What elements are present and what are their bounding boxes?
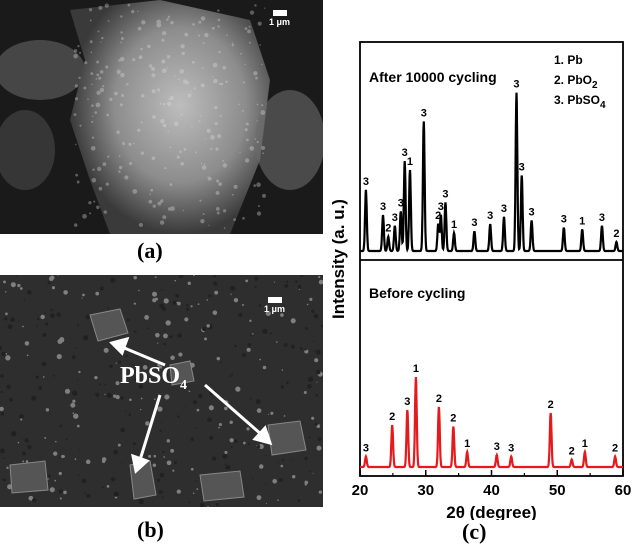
legend-entry: 2. PbO2 bbox=[554, 73, 598, 91]
panel-label-c: (c) bbox=[462, 519, 487, 544]
legend-entry: 3. PbSO4 bbox=[554, 93, 606, 111]
peak-label: 2 bbox=[436, 393, 442, 405]
peak-label: 3 bbox=[392, 212, 398, 224]
scale-bar-a: 1 μm bbox=[269, 10, 290, 27]
legend-entry: 1. Pb bbox=[554, 53, 583, 67]
sem-texture-b bbox=[0, 275, 323, 507]
peak-label: 3 bbox=[487, 210, 493, 222]
peak-label: 3 bbox=[529, 206, 535, 218]
peak-label: 2 bbox=[435, 210, 441, 222]
scale-label-a: 1 μm bbox=[269, 17, 291, 27]
y-axis-label: Intensity (a. u.) bbox=[329, 199, 348, 319]
x-tick-label: 60 bbox=[615, 482, 632, 499]
peak-label: 3 bbox=[402, 147, 408, 159]
peak-label: 3 bbox=[404, 396, 410, 408]
x-tick-label: 20 bbox=[352, 482, 369, 499]
plot-frame bbox=[359, 41, 624, 477]
peak-label: 3 bbox=[494, 441, 500, 453]
peak-label: 3 bbox=[363, 443, 369, 455]
peak-label: 3 bbox=[508, 443, 514, 455]
series-line-1 bbox=[360, 376, 623, 469]
series-line-0 bbox=[360, 92, 623, 253]
peak-label: 2 bbox=[450, 413, 456, 425]
peak-label: 2 bbox=[548, 399, 554, 411]
x-tick-label: 50 bbox=[549, 482, 566, 499]
peak-label: 3 bbox=[471, 217, 477, 229]
peak-label: 1 bbox=[451, 219, 457, 231]
peak-label: 1 bbox=[582, 438, 588, 450]
peak-label: 1 bbox=[413, 363, 419, 375]
peak-label: 1 bbox=[407, 156, 413, 168]
peak-label: 3 bbox=[501, 203, 507, 215]
xrd-chart: 20 30 40 50 60 2θ (degree) Intensity (a. u.) 1.… bbox=[329, 41, 632, 520]
crystal-shapes bbox=[9, 308, 307, 502]
peak-label: 2 bbox=[569, 446, 575, 458]
peak-label: 3 bbox=[513, 79, 519, 91]
peak-label: 1 bbox=[579, 215, 585, 227]
x-tick-label: 30 bbox=[417, 482, 434, 499]
x-tick-label: 40 bbox=[483, 482, 500, 499]
scale-bar-b: 1 μm bbox=[264, 297, 285, 314]
pbso4-annotation: PbSO4 bbox=[120, 363, 187, 394]
peak-label: 1 bbox=[464, 438, 470, 450]
peak-label: 2 bbox=[385, 223, 391, 235]
peak-label: 3 bbox=[599, 212, 605, 224]
peak-label: 3 bbox=[519, 161, 525, 173]
panel-label-b: (b) bbox=[137, 517, 164, 542]
peak-label: 2 bbox=[389, 411, 395, 423]
scale-label-b: 1 μm bbox=[264, 304, 286, 314]
pbso4-arrows bbox=[109, 336, 273, 474]
peak-label: 2 bbox=[612, 443, 618, 455]
peak-label: 3 bbox=[398, 197, 404, 209]
peak-label: 3 bbox=[442, 188, 448, 200]
chart-legend: 1. Pb 2. PbO2 3. PbSO4 bbox=[554, 53, 606, 111]
peak-label: 3 bbox=[380, 201, 386, 213]
pbso4-subscript: 4 bbox=[180, 377, 188, 393]
sem-texture-a bbox=[0, 0, 323, 234]
sem-image-b: PbSO4 bbox=[0, 275, 323, 507]
peak-label: 2 bbox=[613, 228, 619, 240]
sem-image-a bbox=[0, 0, 323, 234]
x-axis-label: 2θ (degree) bbox=[446, 503, 536, 520]
series-label-1: Before cycling bbox=[369, 285, 465, 301]
peak-label: 3 bbox=[561, 214, 567, 226]
peak-label: 3 bbox=[363, 176, 369, 188]
series-label-0: After 10000 cycling bbox=[369, 69, 497, 85]
pbso4-text: PbSO bbox=[120, 363, 181, 389]
peak-label: 3 bbox=[421, 107, 427, 119]
panel-label-a: (a) bbox=[137, 238, 163, 263]
peak-label: 3 bbox=[438, 201, 444, 213]
